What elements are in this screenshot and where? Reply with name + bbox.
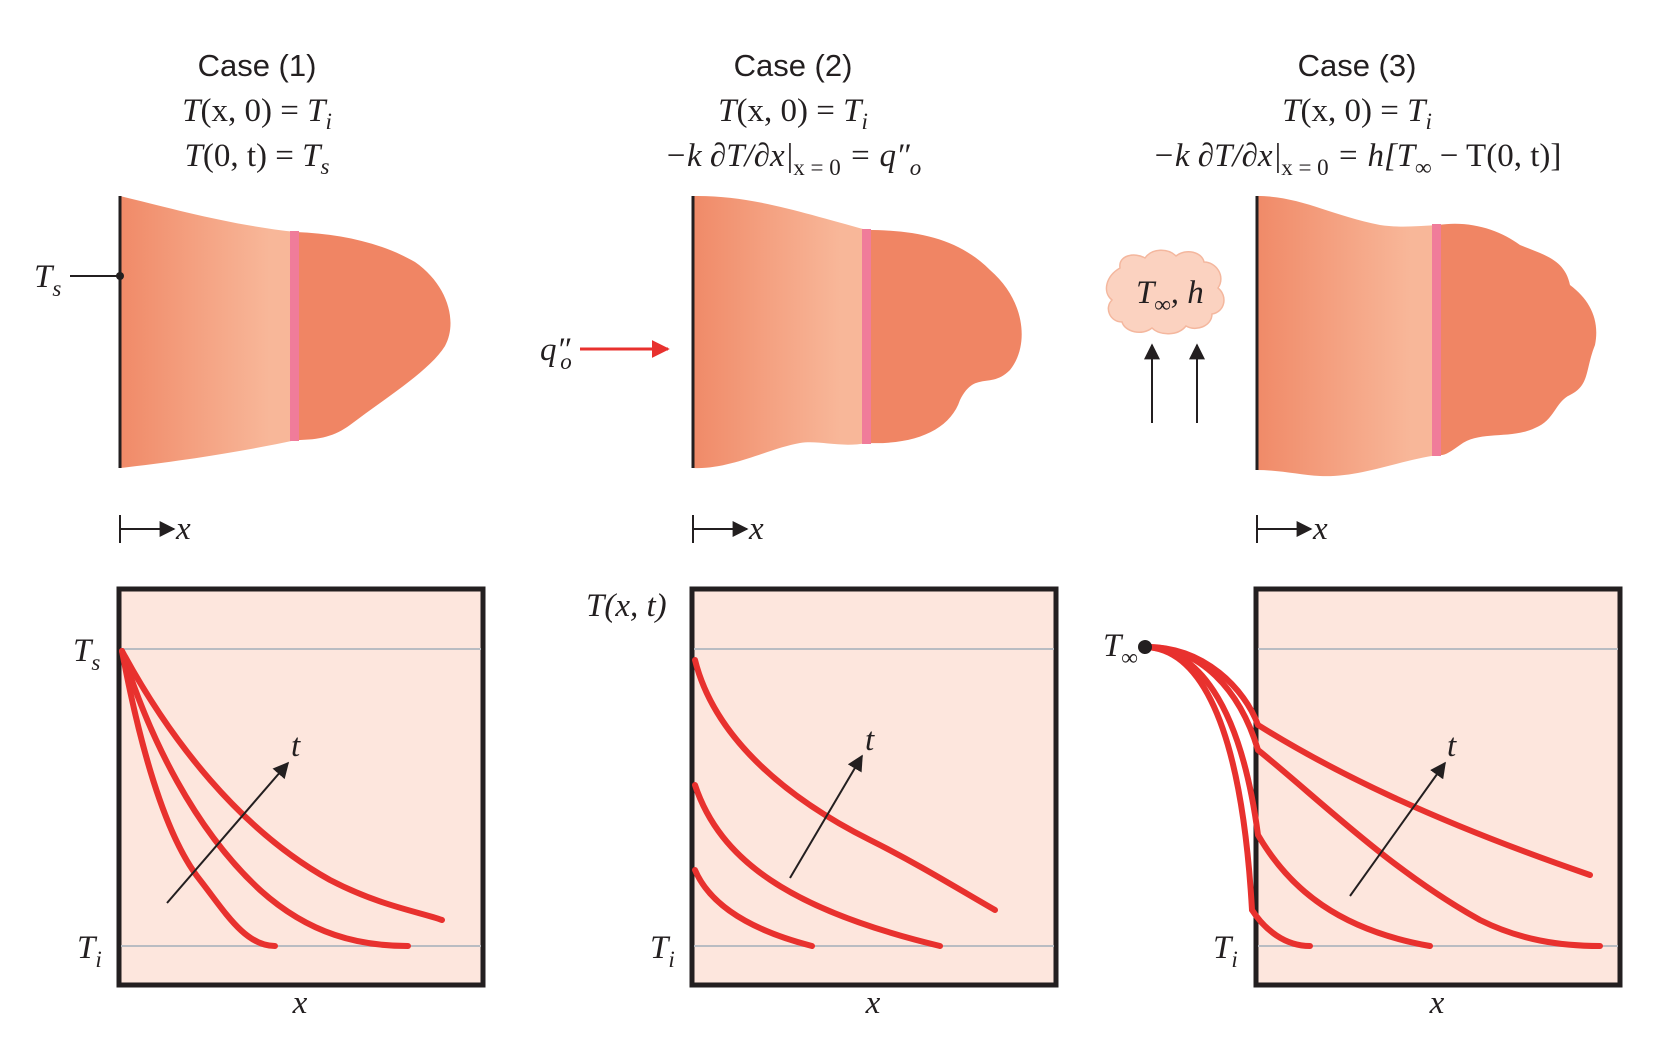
case-2-curve-late — [692, 657, 998, 913]
case-3-fluid-label: T∞, h — [1136, 275, 1204, 317]
case-2-curve-early — [692, 867, 815, 949]
case-1-title: Case (1) — [198, 48, 317, 83]
case-1-x-arrow-label: x — [175, 511, 191, 547]
case-2-time-arrow-label: t — [865, 722, 875, 758]
case-2-x-label: x — [865, 985, 881, 1021]
case-3-initial-condition: T(x, 0) = Ti — [1282, 93, 1432, 134]
case-3-y-top-label: T∞ — [1103, 628, 1138, 670]
case-3-boundary-band — [1432, 224, 1441, 456]
case-1-y-bottom-label: Ti — [77, 930, 102, 972]
case-1-boundary-band — [290, 231, 299, 441]
case-3-title: Case (3) — [1298, 48, 1417, 83]
case-2-y-axis-label: T(x, t) — [586, 588, 667, 624]
case-2-solid-body — [693, 195, 867, 469]
case-1: Case (1) T(x, 0) = Ti T(0, t) = Ts Ts x … — [34, 48, 486, 1021]
case-2-boundary-condition: −k ∂T/∂x|x = 0 = q″o — [665, 138, 922, 180]
case-1-curve-late — [119, 648, 445, 923]
case-2-curve-mid — [692, 782, 943, 949]
case-3-x-label: x — [1429, 985, 1445, 1021]
case-3-time-arrow — [1349, 761, 1446, 897]
case-2-boundary-band — [862, 229, 871, 444]
case-3-plot-frame — [1253, 586, 1623, 988]
case-3-solid-body — [1257, 196, 1438, 477]
case-1-curve-mid — [119, 648, 411, 949]
case-1-surface-label: Ts — [34, 259, 61, 301]
case-1-time-arrow-label: t — [291, 728, 301, 764]
case-1-solid-end — [296, 232, 451, 440]
case-3-y-bottom-label: Ti — [1213, 930, 1238, 972]
case-3: Case (3) T(x, 0) = Ti −k ∂T/∂x|x = 0 = h… — [1103, 48, 1623, 1021]
case-1-x-label: x — [292, 985, 308, 1021]
case-2-initial-condition: T(x, 0) = Ti — [718, 93, 868, 134]
case-2-flux-label: q″o — [540, 332, 572, 374]
case-3-curve-mid — [1142, 644, 1433, 949]
case-3-tinf-dot — [1138, 640, 1152, 654]
case-1-y-top-label: Ts — [73, 633, 100, 675]
case-3-boundary-condition: −k ∂T/∂x|x = 0 = h[T∞ − T(0, t)] — [1153, 138, 1562, 180]
case-2-x-arrow-label: x — [748, 511, 764, 547]
case-2-title: Case (2) — [734, 48, 853, 83]
case-1-curve-early — [119, 648, 278, 949]
case-1-solid-body — [120, 196, 296, 468]
case-1-boundary-condition: T(0, t) = Ts — [185, 138, 330, 179]
case-1-time-arrow — [166, 761, 290, 904]
case-2-plot-frame — [689, 586, 1059, 988]
case-3-curve-latest — [1142, 643, 1593, 878]
case-1-initial-condition: T(x, 0) = Ti — [182, 93, 332, 134]
case-3-time-arrow-label: t — [1447, 728, 1457, 764]
case-2-time-arrow — [789, 754, 863, 879]
case-3-x-arrow-label: x — [1312, 511, 1328, 547]
case-2-y-bottom-label: Ti — [650, 930, 675, 972]
case-3-curve-late — [1142, 643, 1603, 949]
case-2: Case (2) T(x, 0) = Ti −k ∂T/∂x|x = 0 = q… — [540, 48, 1059, 1021]
case-3-solid-end — [1438, 223, 1597, 456]
case-1-surface-dot — [116, 272, 124, 280]
case-2-solid-end — [867, 230, 1022, 444]
case-3-fluid-cloud — [1105, 249, 1225, 335]
